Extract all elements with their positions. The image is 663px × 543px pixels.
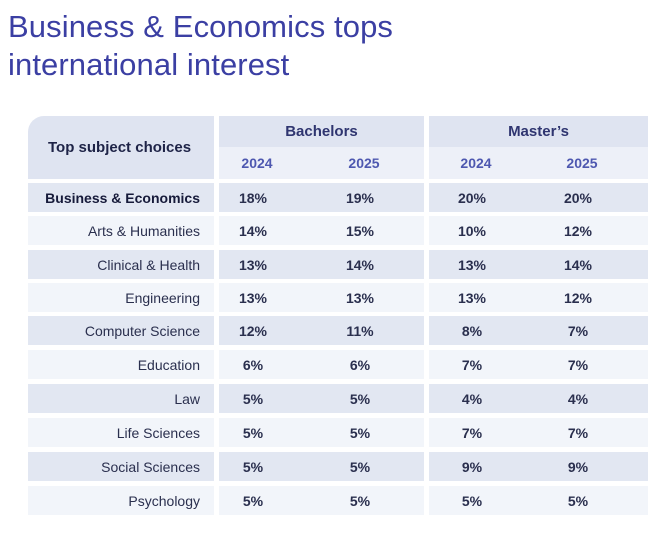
value-cell: 13% (238, 256, 268, 273)
value-cell: 20% (457, 189, 487, 206)
value-cell: 14% (563, 256, 593, 273)
value-cell: 7% (567, 322, 589, 339)
row-band-masters (429, 316, 648, 345)
row-band-masters (429, 250, 648, 279)
value-cell: 5% (461, 492, 483, 509)
value-cell: 19% (345, 189, 375, 206)
row-band-bachelors (219, 216, 424, 245)
subject-label: Engineering (28, 283, 214, 312)
row-band-bachelors (219, 486, 424, 515)
group-header-masters: Master’s (429, 116, 648, 147)
value-cell: 6% (242, 356, 264, 373)
subject-label: Clinical & Health (28, 250, 214, 279)
subject-label: Psychology (28, 486, 214, 515)
value-cell: 12% (563, 222, 593, 239)
title-line-2: international interest (8, 47, 290, 82)
row-band-masters (429, 486, 648, 515)
row-band-masters (429, 418, 648, 447)
value-cell: 18% (238, 189, 268, 206)
page-title: Business & Economics tops international … (8, 8, 568, 84)
value-cell: 7% (567, 356, 589, 373)
row-band-masters (429, 216, 648, 245)
subject-label: Business & Economics (28, 183, 214, 212)
group-header-bachelors: Bachelors (219, 116, 424, 147)
value-cell: 9% (461, 458, 483, 475)
row-band-masters (429, 183, 648, 212)
value-cell: 13% (345, 289, 375, 306)
value-cell: 5% (349, 390, 371, 407)
value-cell: 5% (242, 458, 264, 475)
value-cell: 11% (346, 322, 374, 339)
year-header: 2025 (566, 155, 598, 171)
subject-label: Social Sciences (28, 452, 214, 481)
year-band-masters (429, 147, 648, 179)
row-band-bachelors (219, 350, 424, 379)
value-cell: 13% (457, 289, 487, 306)
row-band-masters (429, 384, 648, 413)
row-band-bachelors (219, 452, 424, 481)
row-band-bachelors (219, 418, 424, 447)
value-cell: 4% (461, 390, 483, 407)
value-cell: 6% (349, 356, 371, 373)
year-header: 2024 (460, 155, 492, 171)
value-cell: 15% (345, 222, 375, 239)
row-band-bachelors (219, 250, 424, 279)
title-line-1: Business & Economics tops (8, 9, 394, 44)
value-cell: 12% (563, 289, 593, 306)
value-cell: 13% (238, 289, 268, 306)
value-cell: 9% (567, 458, 589, 475)
value-cell: 5% (349, 492, 371, 509)
row-band-bachelors (219, 183, 424, 212)
year-header: 2025 (348, 155, 380, 171)
corner-header: Top subject choices (28, 116, 214, 179)
value-cell: 5% (242, 390, 264, 407)
row-band-bachelors (219, 316, 424, 345)
subject-label: Life Sciences (28, 418, 214, 447)
value-cell: 20% (563, 189, 593, 206)
row-band-masters (429, 350, 648, 379)
value-cell: 7% (567, 424, 589, 441)
year-band-bachelors (219, 147, 424, 179)
value-cell: 5% (567, 492, 589, 509)
subject-label: Law (28, 384, 214, 413)
subject-label: Education (28, 350, 214, 379)
value-cell: 10% (457, 222, 487, 239)
subject-label: Arts & Humanities (28, 216, 214, 245)
value-cell: 5% (242, 424, 264, 441)
value-cell: 5% (349, 458, 371, 475)
value-cell: 12% (238, 322, 268, 339)
value-cell: 5% (349, 424, 371, 441)
value-cell: 14% (238, 222, 268, 239)
value-cell: 4% (567, 390, 589, 407)
value-cell: 8% (461, 322, 483, 339)
year-header: 2024 (241, 155, 273, 171)
row-band-bachelors (219, 283, 424, 312)
value-cell: 5% (242, 492, 264, 509)
value-cell: 7% (461, 356, 483, 373)
value-cell: 7% (461, 424, 483, 441)
row-band-masters (429, 452, 648, 481)
value-cell: 14% (345, 256, 375, 273)
value-cell: 13% (457, 256, 487, 273)
subject-label: Computer Science (28, 316, 214, 345)
row-band-masters (429, 283, 648, 312)
row-band-bachelors (219, 384, 424, 413)
